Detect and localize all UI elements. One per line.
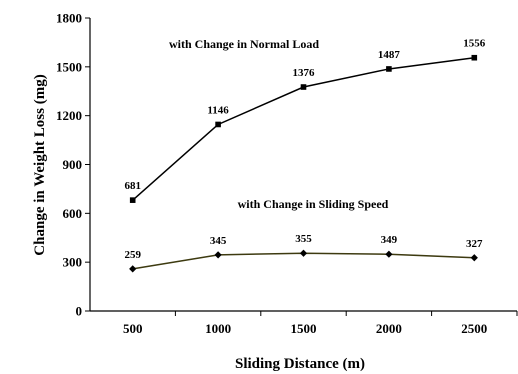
- data-label: 1146: [207, 104, 229, 116]
- y-tick-label: 900: [63, 157, 83, 172]
- series-annotation: with Change in Normal Load: [169, 37, 319, 51]
- y-axis-title: Change in Weight Loss (mg): [32, 74, 48, 255]
- data-label: 259: [124, 249, 141, 261]
- x-axis-ticks: 500 1000 1500 2000 2500: [123, 311, 518, 336]
- series-annotation: with Change in Sliding Speed: [238, 197, 389, 211]
- data-point: [215, 121, 221, 128]
- data-point: [299, 249, 308, 257]
- data-point: [386, 66, 392, 72]
- series-1: 681 1146 1376 1487 1556: [124, 38, 486, 203]
- x-tick-label: 1500: [291, 321, 317, 336]
- y-tick-label: 1800: [56, 11, 82, 26]
- data-point: [214, 251, 222, 259]
- data-label: 349: [381, 234, 398, 246]
- data-label: 1556: [463, 38, 486, 50]
- data-point: [129, 197, 136, 203]
- annotations: with Change in Normal Load with Change in…: [169, 37, 389, 211]
- data-point: [300, 84, 307, 90]
- data-point: [470, 254, 478, 262]
- series-2: 259 345 355 349 327: [124, 233, 483, 273]
- data-point: [129, 265, 137, 273]
- plot-area: [89, 18, 517, 312]
- x-axis-title: Sliding Distance (m): [235, 356, 365, 372]
- x-tick-label: 1000: [205, 321, 231, 336]
- data-point: [385, 250, 393, 258]
- y-tick-label: 0: [76, 304, 83, 319]
- data-label: 681: [124, 180, 141, 192]
- x-tick-label: 500: [123, 321, 143, 336]
- series-line: [132, 56, 475, 201]
- x-tick-label: 2500: [461, 321, 487, 336]
- y-tick-label: 1500: [56, 59, 82, 74]
- y-axis-ticks: 0 300 600 900 1200 1500 1800: [56, 11, 90, 319]
- y-tick-label: 300: [63, 255, 83, 270]
- data-label: 327: [466, 238, 483, 250]
- series-layer: 681 1146 1376 1487 1556 259 345 355 349 327: [124, 38, 486, 273]
- data-label: 1487: [378, 49, 401, 61]
- data-label: 1376: [293, 67, 316, 79]
- y-tick-label: 1200: [56, 108, 82, 123]
- y-tick-label: 600: [63, 206, 83, 221]
- x-tick-label: 2000: [376, 321, 402, 336]
- data-label: 345: [210, 235, 227, 247]
- data-label: 355: [295, 233, 312, 245]
- data-point: [471, 54, 478, 61]
